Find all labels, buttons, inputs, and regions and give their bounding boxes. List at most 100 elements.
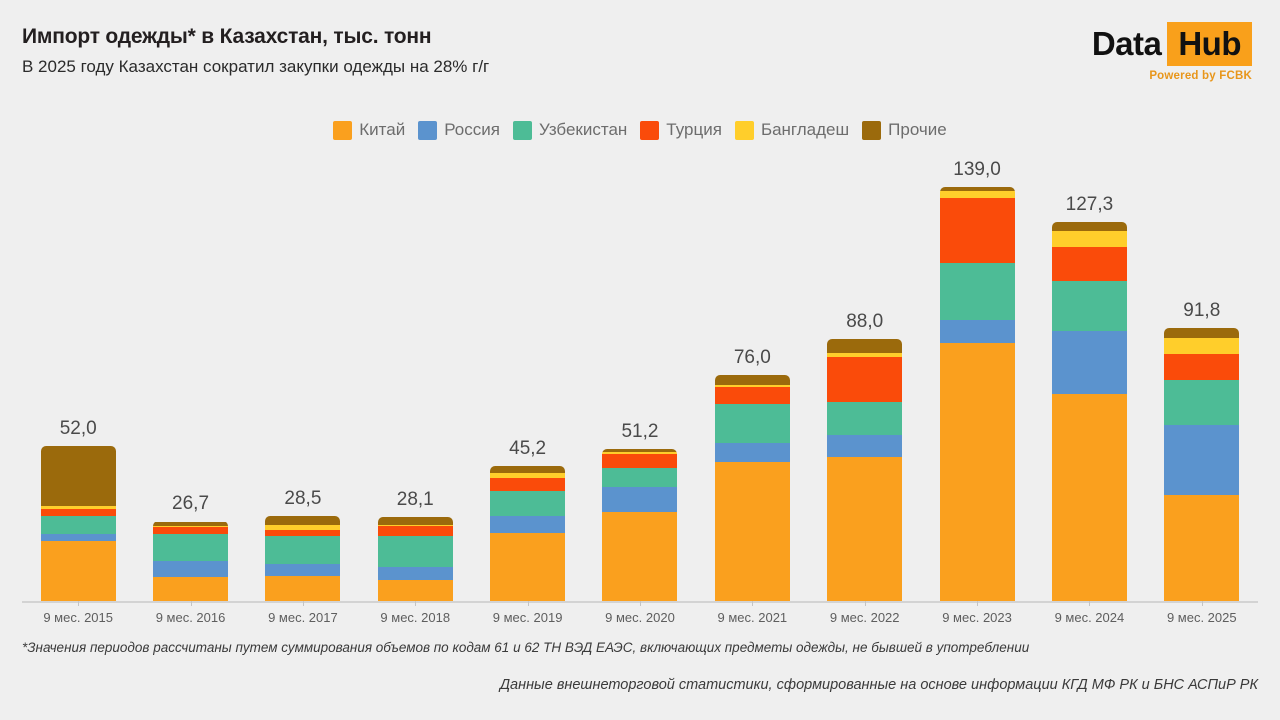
legend-item-2[interactable]: Узбекистан <box>512 120 627 140</box>
bar-segment-2[interactable] <box>153 534 229 562</box>
bar-segment-1[interactable] <box>827 434 903 457</box>
bar-slot[interactable]: 91,8 <box>1146 160 1258 601</box>
bar-segment-4[interactable] <box>714 385 790 388</box>
bar-slot[interactable]: 127,3 <box>1033 160 1145 601</box>
bar-segment-3[interactable] <box>153 527 229 535</box>
bar-segment-2[interactable] <box>1051 280 1127 332</box>
bar-segment-4[interactable] <box>602 452 678 455</box>
bar-stack[interactable] <box>490 466 566 601</box>
bar-slot[interactable]: 26,7 <box>134 160 246 601</box>
bar-stack[interactable] <box>1051 221 1127 601</box>
bar-segment-1[interactable] <box>1051 331 1127 394</box>
bar-segment-5[interactable] <box>153 521 229 527</box>
bar-slot[interactable]: 88,0 <box>809 160 921 601</box>
bar-segment-2[interactable] <box>714 404 790 443</box>
legend-item-1[interactable]: Россия <box>418 120 500 140</box>
bar-segment-5[interactable] <box>1051 221 1127 232</box>
bar-segment-3[interactable] <box>40 508 116 517</box>
bar-segment-5[interactable] <box>714 374 790 386</box>
legend-item-0[interactable]: Китай <box>333 120 405 140</box>
bar-slot[interactable]: 139,0 <box>921 159 1033 601</box>
bar-segment-1[interactable] <box>153 561 229 578</box>
bar-segment-4[interactable] <box>265 525 341 530</box>
bar-segment-4[interactable] <box>40 506 116 509</box>
footnote-source: Данные внешнеторговой статистики, сформи… <box>499 677 1258 693</box>
bar-segment-0[interactable] <box>40 541 116 601</box>
bar-segment-3[interactable] <box>714 387 790 405</box>
bar-segment-1[interactable] <box>490 515 566 533</box>
bar-segment-4[interactable] <box>939 191 1015 199</box>
bar-slot[interactable]: 28,1 <box>359 160 471 601</box>
bar-stack[interactable] <box>939 187 1015 601</box>
bar-segment-0[interactable] <box>1051 394 1127 601</box>
bar-stack[interactable] <box>40 446 116 601</box>
bar-segment-5[interactable] <box>939 187 1015 192</box>
bar-segment-0[interactable] <box>377 580 453 601</box>
legend-item-3[interactable]: Турция <box>640 120 722 140</box>
bar-segment-2[interactable] <box>377 535 453 568</box>
x-axis-tick: 9 мес. 2015 <box>22 601 134 625</box>
bar-slot[interactable]: 45,2 <box>471 160 583 601</box>
bar-segment-3[interactable] <box>827 357 903 402</box>
bar-segment-5[interactable] <box>490 466 566 474</box>
bar-segment-5[interactable] <box>377 517 453 525</box>
bar-segment-5[interactable] <box>265 516 341 526</box>
bar-slot[interactable]: 76,0 <box>696 160 808 601</box>
bar-segment-0[interactable] <box>827 456 903 601</box>
bar-segment-3[interactable] <box>1051 246 1127 281</box>
bar-segment-3[interactable] <box>1164 353 1240 381</box>
bar-slot[interactable]: 52,0 <box>22 160 134 601</box>
legend-item-5[interactable]: Прочие <box>862 120 947 140</box>
bar-stack[interactable] <box>714 374 790 601</box>
bar-segment-1[interactable] <box>40 534 116 542</box>
bar-segment-4[interactable] <box>153 526 229 528</box>
bar-segment-0[interactable] <box>714 461 790 601</box>
bar-stack[interactable] <box>602 448 678 601</box>
bar-slot[interactable]: 51,2 <box>584 160 696 601</box>
datahub-logo: Data Hub Powered by FCBK <box>1092 22 1252 82</box>
bar-segment-3[interactable] <box>602 454 678 469</box>
bar-stack[interactable] <box>827 338 903 601</box>
bar-segment-4[interactable] <box>377 524 453 527</box>
bar-stack[interactable] <box>153 521 229 601</box>
bar-segment-2[interactable] <box>827 401 903 435</box>
bar-segment-2[interactable] <box>939 262 1015 321</box>
bar-segment-5[interactable] <box>827 338 903 354</box>
bar-segment-1[interactable] <box>939 320 1015 344</box>
bar-segment-4[interactable] <box>827 353 903 358</box>
bar-stack[interactable] <box>377 517 453 601</box>
x-axis-tick-label: 9 мес. 2015 <box>43 610 113 625</box>
bar-segment-1[interactable] <box>1164 424 1240 495</box>
bar-segment-0[interactable] <box>602 512 678 601</box>
bar-segment-3[interactable] <box>265 529 341 536</box>
bar-segment-0[interactable] <box>153 577 229 601</box>
bar-segment-5[interactable] <box>602 448 678 453</box>
bar-segment-1[interactable] <box>714 442 790 462</box>
bar-segment-3[interactable] <box>490 477 566 491</box>
bar-segment-0[interactable] <box>265 575 341 601</box>
bar-segment-4[interactable] <box>1164 337 1240 354</box>
bar-segment-2[interactable] <box>1164 380 1240 425</box>
bar-segment-1[interactable] <box>377 567 453 581</box>
bar-segment-0[interactable] <box>490 532 566 601</box>
bar-segment-0[interactable] <box>1164 494 1240 601</box>
bar-segment-2[interactable] <box>40 516 116 534</box>
bar-stack[interactable] <box>1164 327 1240 601</box>
x-axis-tick-mark <box>415 601 417 606</box>
bar-segment-2[interactable] <box>265 535 341 564</box>
bar-segment-4[interactable] <box>490 473 566 478</box>
bar-segment-0[interactable] <box>939 343 1015 601</box>
bar-segment-5[interactable] <box>40 446 116 507</box>
legend-item-4[interactable]: Бангладеш <box>734 120 849 140</box>
bar-slot[interactable]: 28,5 <box>247 160 359 601</box>
bar-segment-4[interactable] <box>1051 231 1127 247</box>
bar-segment-2[interactable] <box>602 468 678 488</box>
bar-segment-1[interactable] <box>602 487 678 513</box>
bar-segment-3[interactable] <box>377 526 453 536</box>
bar-total-label: 45,2 <box>509 438 547 460</box>
bar-segment-5[interactable] <box>1164 327 1240 338</box>
bar-segment-3[interactable] <box>939 198 1015 263</box>
bar-segment-2[interactable] <box>490 490 566 516</box>
bar-segment-1[interactable] <box>265 563 341 576</box>
bar-stack[interactable] <box>265 516 341 601</box>
